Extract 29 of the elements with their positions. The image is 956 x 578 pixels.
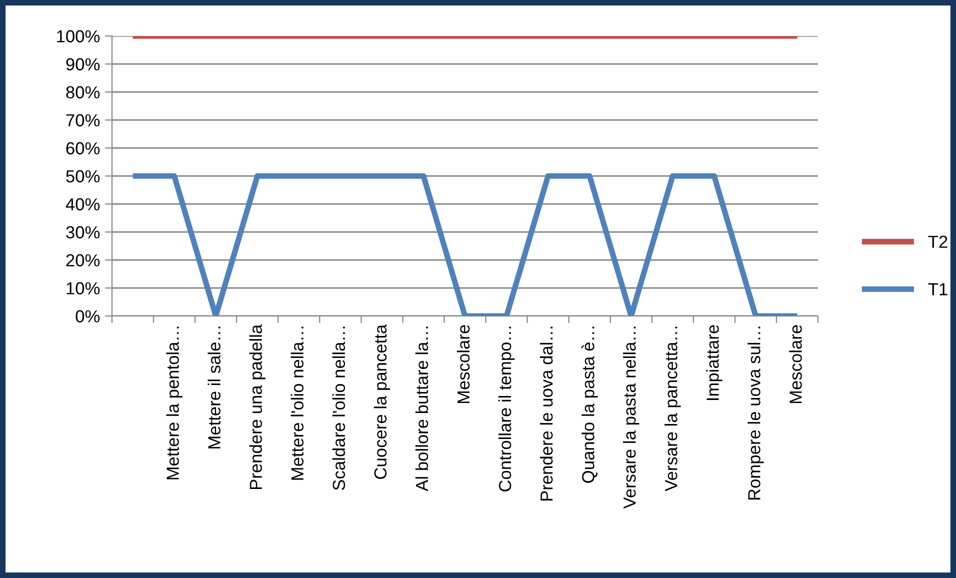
x-tick-label: Al bollore buttare la… <box>415 326 428 492</box>
y-tick-label: 10% <box>66 282 100 294</box>
y-tick-label: 100% <box>57 30 100 42</box>
x-tick-label: Versare la pancetta… <box>664 326 681 492</box>
y-tick-label: 0% <box>76 310 100 322</box>
x-tick-label: Rompere le uova sul… <box>748 326 764 500</box>
x-tick-label: Cuocere la pancetta <box>374 324 390 479</box>
x-tick-label: Mettere l'olio nella… <box>290 326 304 480</box>
x-tick-label: Quando la pasta è… <box>581 326 598 483</box>
y-tick-label: 60% <box>66 142 100 154</box>
x-tick-label: Versare la pasta nella… <box>623 326 640 509</box>
x-tick-label: Scaldare l'olio nella… <box>332 326 346 490</box>
legend-label: T1 <box>928 283 948 296</box>
y-tick-label: 80% <box>66 86 100 98</box>
y-tick-label: 90% <box>66 58 100 70</box>
legend-label: T2 <box>928 236 948 248</box>
x-tick-label: Prendere le uova dal… <box>540 326 553 501</box>
y-tick-label: 20% <box>66 254 100 266</box>
y-tick-label: 30% <box>66 226 100 238</box>
x-tick-label: Mescolare <box>456 325 470 404</box>
x-tick-label: Mettere la pentola… <box>166 326 182 480</box>
x-tick-label: Mescolare <box>789 325 802 404</box>
x-tick-label: Prendere una padella <box>249 324 266 489</box>
y-tick-label: 50% <box>66 170 100 182</box>
y-tick-label: 70% <box>66 114 100 126</box>
x-tick-label: Mettere il sale… <box>208 326 220 448</box>
y-tick-label: 40% <box>66 198 100 210</box>
x-tick-label: Impiattare <box>706 325 722 400</box>
x-tick-label: Controllare il tempo… <box>498 326 515 492</box>
